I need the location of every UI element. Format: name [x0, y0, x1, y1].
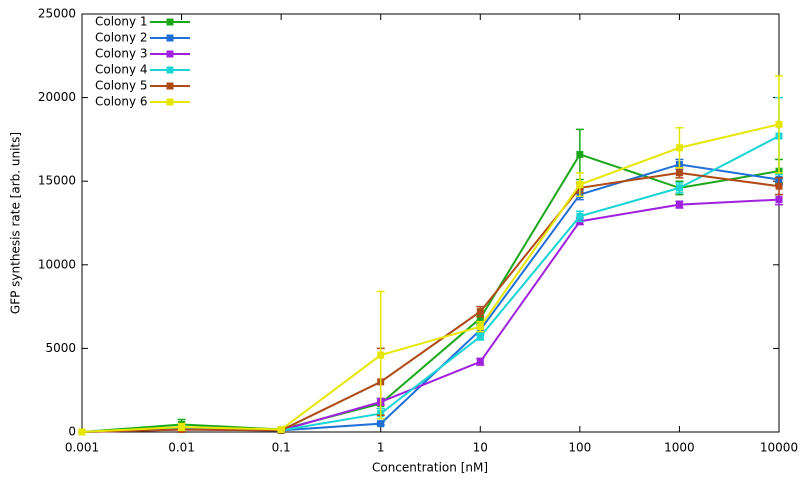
y-tick-label: 15000 [38, 174, 76, 188]
y-axis-label: GFP synthesis rate [arb. units] [9, 132, 23, 314]
point [675, 169, 683, 177]
legend-label: Colony 5 [95, 79, 148, 93]
y-tick-label: 10000 [38, 257, 76, 271]
legend-marker [166, 66, 174, 74]
legend-marker [166, 98, 174, 106]
y-tick-label: 0 [68, 425, 76, 439]
legend-label: Colony 4 [95, 63, 148, 77]
point [476, 358, 484, 366]
point [377, 420, 385, 428]
legend-marker [166, 82, 174, 90]
point [476, 314, 484, 322]
legend-marker [166, 34, 174, 42]
point [775, 182, 783, 190]
legend-label: Colony 3 [95, 47, 148, 61]
y-tick-label: 25000 [38, 7, 76, 21]
y-tick-label: 20000 [38, 90, 76, 104]
y-tick-label: 5000 [45, 341, 76, 355]
x-tick-label: 1000 [664, 441, 695, 455]
point [675, 184, 683, 192]
x-tick-label: 0.1 [272, 441, 291, 455]
legend-label: Colony 1 [95, 15, 148, 29]
legend-label: Colony 6 [95, 95, 148, 109]
series-line [81, 198, 780, 433]
legend-label: Colony 2 [95, 31, 148, 45]
legend-marker [166, 18, 174, 26]
point [576, 150, 584, 158]
point [576, 212, 584, 220]
series-line [81, 135, 780, 433]
x-axis-label: Concentration [nM] [372, 461, 488, 475]
point [775, 120, 783, 128]
x-tick-label: 100 [568, 441, 591, 455]
x-tick-label: 10000 [760, 441, 798, 455]
point [576, 181, 584, 189]
legend-marker [166, 50, 174, 58]
point [78, 428, 86, 436]
point [675, 201, 683, 209]
point [476, 323, 484, 331]
point [178, 423, 186, 431]
series-line [81, 153, 780, 433]
x-tick-label: 1 [377, 441, 385, 455]
x-tick-label: 0.01 [168, 441, 195, 455]
point [476, 308, 484, 316]
series-line [81, 171, 780, 433]
point [775, 196, 783, 204]
series-line [81, 123, 780, 433]
point [277, 425, 285, 433]
point [476, 333, 484, 341]
point [675, 144, 683, 152]
plot-frame [81, 13, 780, 433]
x-tick-label: 10 [473, 441, 488, 455]
x-tick-label: 0.001 [65, 441, 99, 455]
point [377, 351, 385, 359]
